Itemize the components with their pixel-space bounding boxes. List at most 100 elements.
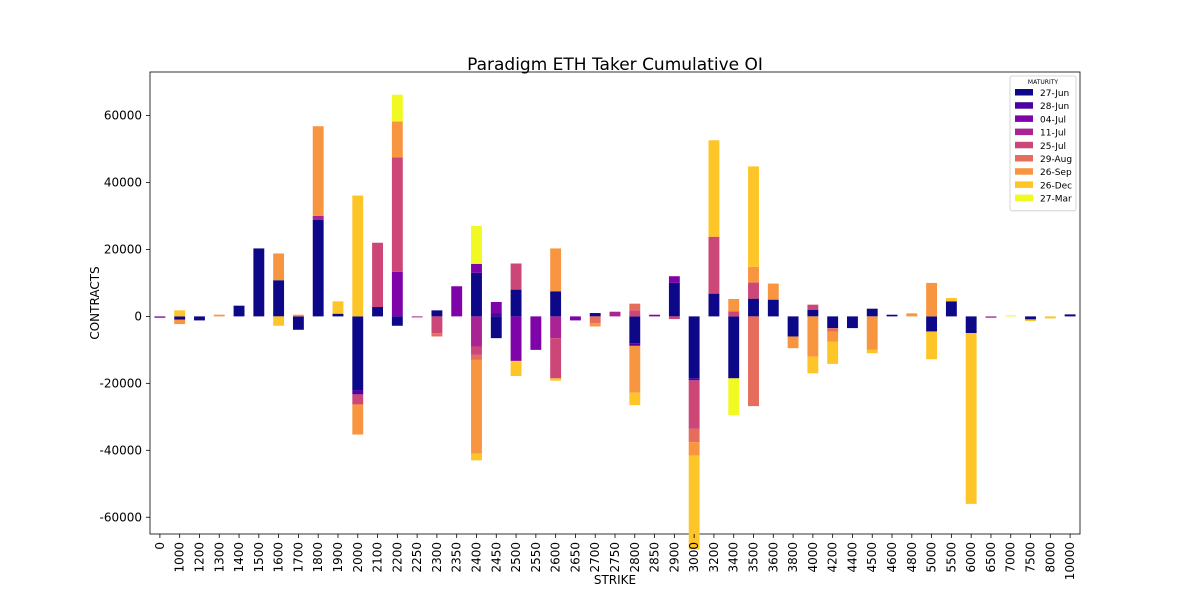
bar-26-dec-2400 (471, 453, 482, 461)
bar-27-mar-2400 (471, 226, 482, 264)
bar-26-dec-2500 (510, 360, 522, 376)
x-tick-label: 2800 (628, 542, 642, 573)
legend-label: 26-Dec (1040, 181, 1072, 191)
bar-26-sep-3800 (787, 336, 799, 349)
bar-04-jul-2850 (649, 314, 661, 317)
x-tick-label: 2600 (549, 542, 563, 573)
x-tick-label: 3800 (786, 542, 800, 573)
bar-27-mar-2200 (391, 94, 403, 122)
x-tick-label: 2300 (430, 542, 444, 573)
x-tick-label: 6500 (984, 542, 998, 573)
bar-27-jun-2300 (431, 310, 443, 317)
x-tick-label: 1600 (272, 542, 286, 573)
bar-26-sep-3000 (688, 442, 700, 456)
bar-25-jul-4000 (807, 304, 819, 310)
y-tick-label: -40000 (99, 443, 142, 457)
bar-27-jun-1500 (253, 248, 265, 317)
x-tick-label: 0 (153, 542, 167, 550)
legend-label: 28-Jun (1040, 102, 1069, 112)
bar-11-jul-2750 (609, 311, 621, 317)
bar-27-jun-1800 (312, 219, 324, 317)
x-tick-label: 3400 (727, 542, 741, 573)
plot-frame (149, 71, 1081, 535)
bar-25-jul-3400 (728, 311, 740, 317)
bar-26-sep-1300 (213, 314, 225, 317)
x-tick-label: 2250 (410, 542, 424, 573)
bar-26-dec-5000 (926, 331, 938, 360)
x-tick-label: 5500 (944, 542, 958, 573)
x-tick-label: 2650 (568, 542, 582, 573)
legend-swatch (1015, 194, 1033, 202)
bar-27-jun-1200 (194, 316, 205, 321)
bar-26-dec-1600 (273, 316, 285, 326)
x-tick-label: 2400 (469, 542, 483, 573)
bar-27-jun-3200 (708, 293, 720, 317)
x-tick-label: 2000 (351, 542, 365, 573)
x-tick-label: 2100 (371, 542, 385, 573)
bar-27-jun-3000 (688, 316, 700, 379)
y-tick-label: 60000 (104, 109, 142, 123)
bar-29-aug-2400 (471, 354, 482, 360)
bar-25-jul-2900 (668, 316, 680, 320)
x-tick-label: 10000 (1063, 542, 1077, 580)
bar-25-jul-2400 (471, 346, 482, 355)
bar-29-aug-4200 (827, 328, 839, 332)
bar-11-jul-2400 (471, 316, 482, 347)
bar-29-aug-3000 (688, 428, 700, 443)
x-tick-label: 1000 (173, 542, 187, 573)
bar-26-sep-2800 (629, 345, 641, 393)
bar-26-dec-5500 (945, 297, 957, 302)
bar-27-jun-4600 (886, 314, 898, 317)
legend-swatch (1015, 115, 1033, 122)
x-tick-label: 4000 (806, 542, 820, 573)
bar-26-sep-1700 (292, 314, 304, 317)
bar-04-jul-0 (154, 316, 166, 318)
bar-26-sep-1600 (273, 253, 285, 281)
legend-label: 26-Sep (1040, 168, 1072, 178)
bar-25-jul-2200 (391, 157, 403, 272)
x-tick-label: 5000 (925, 542, 939, 573)
bar-25-jul-2800 (629, 310, 641, 317)
bar-27-jun-2500 (510, 289, 522, 317)
x-tick-label: 4500 (865, 542, 879, 573)
bar-27-jun-6000 (965, 316, 977, 334)
bar-28-jun-3000 (688, 378, 700, 381)
bar-27-jun-2700 (589, 313, 601, 317)
legend-label: 11-Jul (1040, 129, 1066, 139)
x-tick-label: 3500 (747, 542, 761, 573)
x-tick-label: 1700 (291, 542, 305, 573)
legend-label: 27-Jun (1040, 89, 1069, 99)
bar-27-jun-5500 (945, 301, 957, 317)
x-tick-label: 4400 (845, 542, 859, 573)
legend-box (1009, 75, 1077, 212)
bar-29-aug-2300 (431, 333, 443, 337)
bar-27-jun-2400 (471, 272, 482, 317)
bar-26-sep-2700 (589, 323, 601, 327)
y-tick-label: -20000 (99, 376, 142, 390)
bar-25-jul-2600 (550, 338, 562, 379)
bar-27-jun-5000 (926, 316, 938, 332)
bar-26-dec-6000 (965, 333, 977, 504)
x-tick-label: 1400 (232, 542, 246, 573)
y-tick-label: 0 (134, 309, 142, 323)
legend: MATURITY 27-Jun 28-Jun 04-Jul 11-Jul 25-Jul 29… (1009, 75, 1077, 212)
bar-26-dec-2000 (352, 195, 364, 317)
y-axis-label: CONTRACTS (88, 266, 102, 339)
bar-26-sep-5000 (926, 282, 938, 317)
x-tick-label: 7000 (1004, 542, 1018, 573)
bar-28-jun-2800 (629, 343, 641, 346)
bar-04-jul-2650 (569, 316, 581, 321)
x-tick-label: 2850 (648, 542, 662, 573)
y-tick-label: 40000 (104, 175, 142, 189)
bar-27-jun-2450 (490, 316, 502, 339)
bar-27-jun-1600 (273, 280, 285, 317)
x-tick-label: 1800 (311, 542, 325, 573)
bar-28-jun-2450 (490, 313, 502, 317)
bar-26-sep-2400 (471, 359, 482, 454)
bar-26-dec-3000 (688, 455, 700, 550)
bar-27-jun-7500 (1025, 316, 1036, 320)
x-tick-label: 4800 (905, 542, 919, 573)
bar-27-jun-1900 (332, 313, 344, 317)
bar-26-sep-4500 (866, 316, 878, 350)
